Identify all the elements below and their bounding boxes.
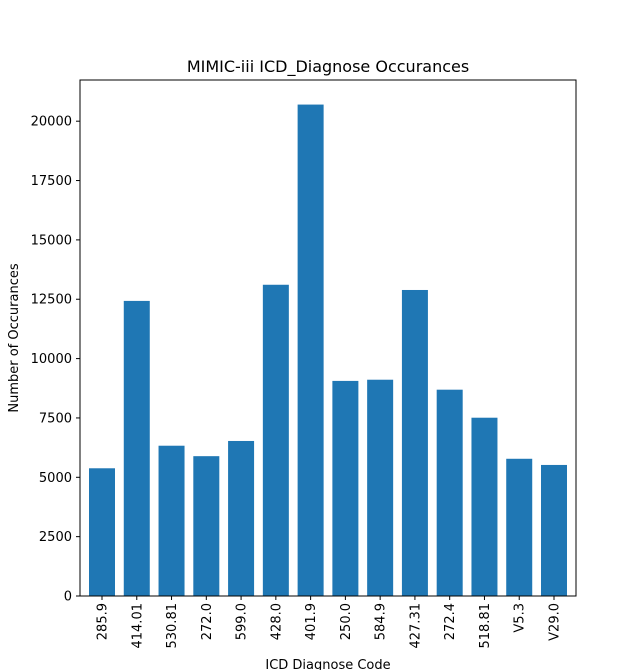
chart-title: MIMIC-iii ICD_Diagnose Occurances: [187, 57, 469, 77]
bar: [401, 289, 428, 596]
bar: [471, 417, 498, 596]
x-tick-label: 530.81: [165, 603, 180, 649]
bar: [158, 445, 185, 596]
x-tick-label: 414.01: [130, 603, 145, 649]
x-tick-label: 272.4: [443, 603, 458, 640]
bars: [89, 104, 567, 596]
bar: [297, 104, 324, 596]
bar: [262, 284, 289, 596]
x-tick-label: 427.31: [408, 603, 423, 649]
x-axis: 285.9 414.01 530.81 272.0 599.0 428.0 401.9 250…: [96, 596, 563, 649]
y-tick-label: 7500: [39, 411, 72, 426]
x-tick-label: 250.0: [339, 603, 354, 640]
bar: [506, 458, 533, 596]
y-tick-label: 2500: [39, 530, 72, 545]
x-tick-label: 401.9: [304, 603, 319, 640]
y-tick-label: 5000: [39, 471, 72, 486]
bar: [541, 464, 567, 596]
bar: [89, 468, 115, 596]
y-tick-label: 0: [64, 590, 72, 605]
bar: [436, 389, 463, 596]
x-tick-label: V5.3: [513, 603, 528, 633]
x-axis-label: ICD Diagnose Code: [265, 658, 390, 670]
bar: [123, 300, 150, 596]
y-axis-label: Number of Occurances: [7, 263, 22, 412]
y-tick-label: 15000: [31, 233, 72, 248]
y-tick-label: 12500: [31, 293, 72, 308]
x-tick-label: 518.81: [478, 603, 493, 649]
y-axis: 0 2500 5000 7500 10000 12500 15000 17500 20000: [31, 115, 80, 605]
bar: [332, 380, 359, 596]
x-tick-label: 428.0: [269, 603, 284, 640]
y-tick-label: 20000: [31, 115, 72, 130]
bar: [228, 440, 255, 596]
x-tick-label: 584.9: [374, 603, 389, 640]
x-tick-label: V29.0: [548, 603, 563, 641]
x-tick-label: 285.9: [96, 603, 111, 640]
x-tick-label: 599.0: [235, 603, 250, 640]
x-tick-label: 272.0: [200, 603, 215, 640]
plot-frame: [79, 79, 577, 597]
y-tick-label: 17500: [31, 174, 72, 189]
y-tick-label: 10000: [31, 352, 72, 367]
bar: [367, 379, 394, 596]
bar: [193, 456, 220, 596]
